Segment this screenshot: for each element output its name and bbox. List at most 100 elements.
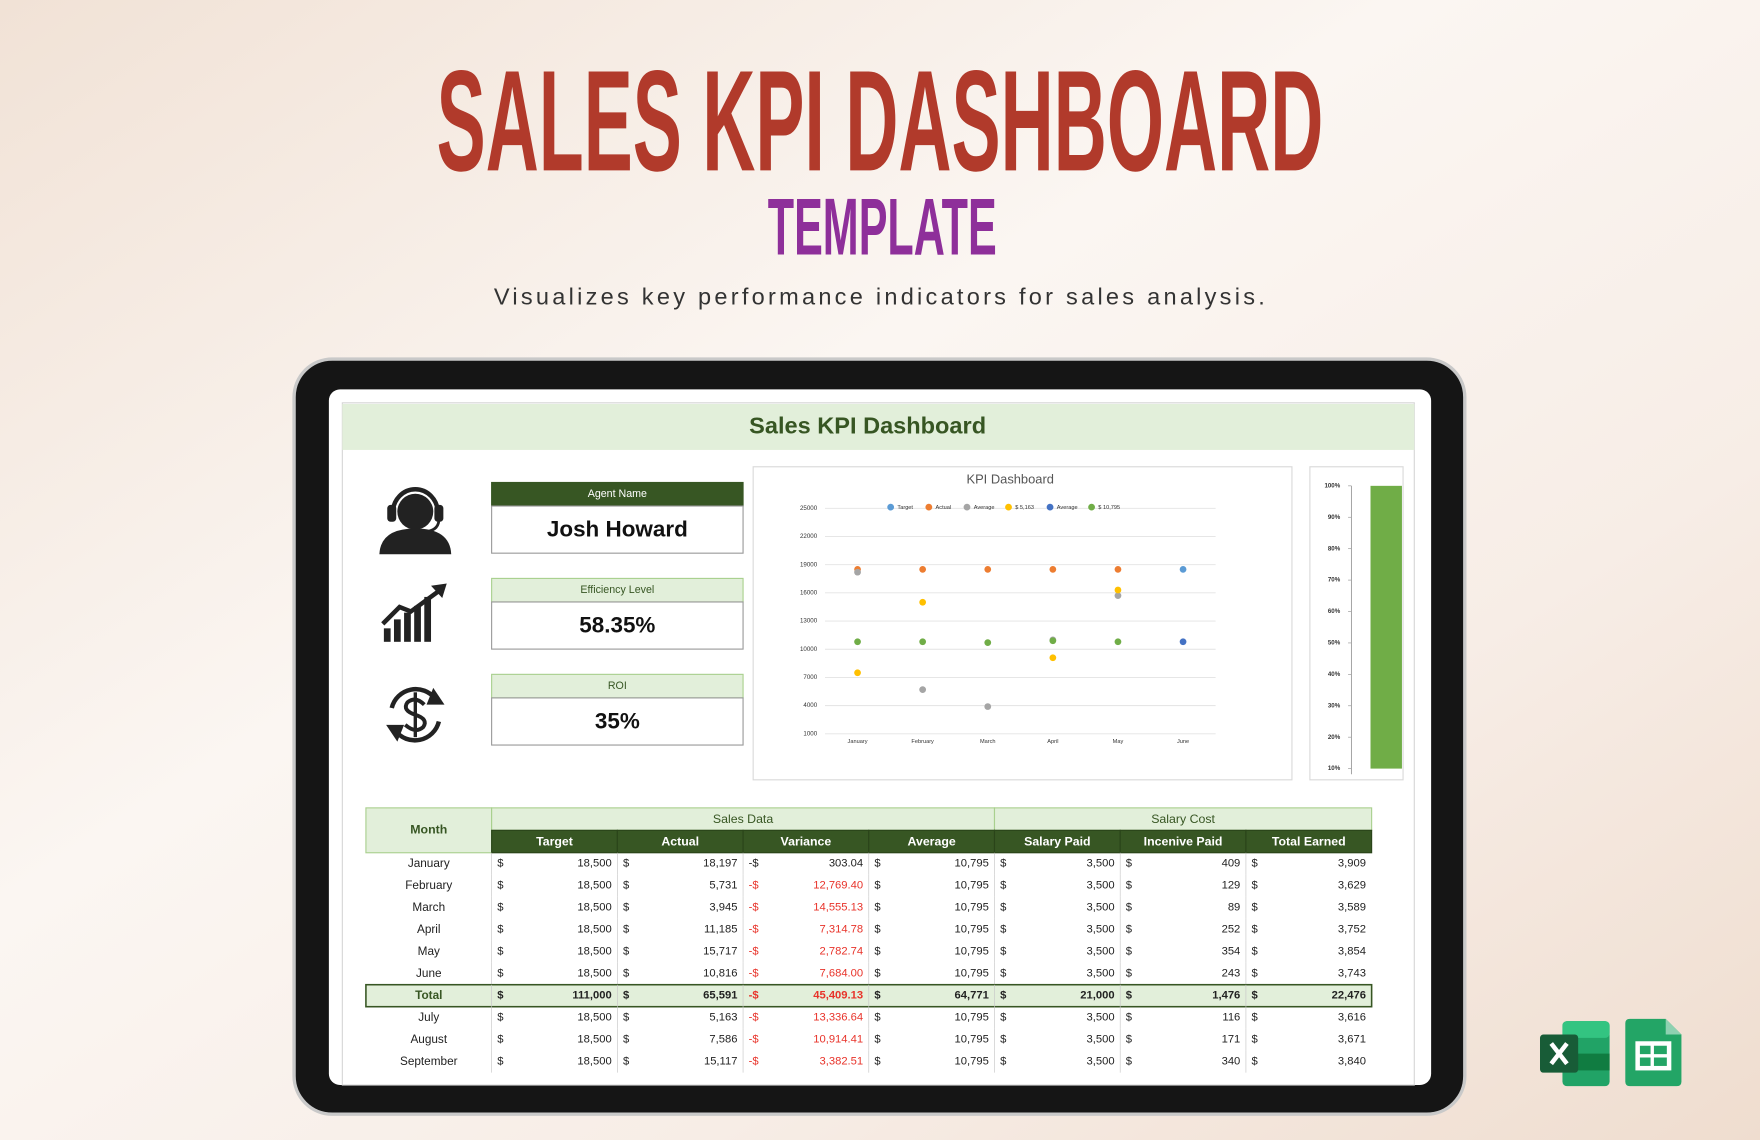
value-cell: 243 <box>1222 968 1241 980</box>
y-tick-label: 70% <box>1328 577 1341 584</box>
value-cell: 18,500 <box>577 1056 611 1068</box>
value-cell: 65,591 <box>703 990 737 1002</box>
value-cell: 3,500 <box>1087 946 1115 958</box>
value-cell: 171 <box>1222 1034 1241 1046</box>
dashboard-header <box>342 403 1415 450</box>
card-value-bg <box>491 505 744 554</box>
currency-cell: $ <box>1252 880 1259 892</box>
y-tick-label: 25000 <box>800 505 818 512</box>
month-cell: March <box>412 901 445 914</box>
currency-cell: $ <box>1000 902 1007 914</box>
legend-swatch <box>925 503 933 511</box>
currency-cell: $ <box>497 858 504 870</box>
legend-label: Actual <box>936 505 952 511</box>
value-cell: 10,795 <box>955 880 989 892</box>
y-tick-label: 90% <box>1328 514 1341 521</box>
value-cell: 10,795 <box>955 946 989 958</box>
value-cell: 2,782.74 <box>819 946 863 958</box>
currency-cell: $ <box>497 1012 504 1024</box>
value-cell: 5,163 <box>709 1012 737 1024</box>
value-cell: 18,500 <box>577 1012 611 1024</box>
x-tick-label: April <box>1047 739 1058 745</box>
currency-cell: -$ <box>749 946 760 958</box>
currency-cell: $ <box>874 1034 881 1046</box>
value-cell: 3,500 <box>1087 1034 1115 1046</box>
card-value-bg <box>491 601 744 650</box>
value-cell: 1,476 <box>1212 990 1240 1002</box>
value-cell: 3,382.51 <box>819 1056 863 1068</box>
growth-icon <box>381 583 447 642</box>
y-tick-label: 7000 <box>803 674 817 681</box>
data-point <box>1049 654 1057 662</box>
value-cell: 10,795 <box>955 968 989 980</box>
value-cell: 10,795 <box>955 1056 989 1068</box>
legend-label: Target <box>897 505 913 511</box>
currency-cell: $ <box>1000 880 1007 892</box>
currency-cell: $ <box>874 902 881 914</box>
data-point <box>984 703 992 710</box>
currency-cell: $ <box>874 880 881 892</box>
value-cell: 111,000 <box>572 990 611 1002</box>
currency-cell: $ <box>623 968 630 980</box>
value-cell: 340 <box>1222 1056 1241 1068</box>
currency-cell: $ <box>1126 968 1133 980</box>
y-tick-label: 22000 <box>800 533 818 540</box>
value-cell: 10,795 <box>955 1034 989 1046</box>
value-cell: 10,816 <box>703 968 737 980</box>
value-cell: 89 <box>1228 902 1240 914</box>
currency-cell: $ <box>497 902 504 914</box>
value-cell: 10,795 <box>955 924 989 936</box>
value-cell: 45,409.13 <box>813 990 863 1002</box>
value-cell: 21,000 <box>1080 990 1114 1002</box>
value-cell: 3,500 <box>1087 1012 1115 1024</box>
value-cell: 3,752 <box>1338 924 1366 936</box>
value-cell: 3,500 <box>1087 924 1115 936</box>
month-header-bg <box>365 807 493 854</box>
currency-cell: $ <box>1252 924 1259 936</box>
chart-title: KPI Dashboard <box>966 472 1053 487</box>
x-tick-label: May <box>1113 739 1124 745</box>
data-point <box>1049 566 1057 573</box>
y-tick-label: 13000 <box>800 618 818 625</box>
currency-cell: $ <box>874 924 881 936</box>
value-cell: 11,185 <box>704 924 737 936</box>
value-cell: 7,586 <box>709 1034 737 1046</box>
currency-cell: $ <box>1126 858 1133 870</box>
data-point <box>1179 566 1187 573</box>
currency-cell: $ <box>623 1012 630 1024</box>
currency-cell: -$ <box>749 858 760 870</box>
currency-cell: $ <box>497 1056 504 1068</box>
value-cell: 3,500 <box>1087 902 1115 914</box>
value-cell: 10,795 <box>955 858 989 870</box>
y-tick-label: 10% <box>1328 765 1341 772</box>
value-cell: 409 <box>1222 858 1241 870</box>
value-cell: 3,671 <box>1338 1034 1366 1046</box>
value-cell: 5,731 <box>709 880 737 892</box>
value-cell: 18,500 <box>577 902 611 914</box>
currency-cell: -$ <box>749 968 760 980</box>
currency-cell: $ <box>1000 1056 1007 1068</box>
card-label: Efficiency Level <box>580 584 654 596</box>
data-point <box>1114 586 1122 594</box>
value-cell: 354 <box>1222 946 1241 958</box>
value-cell: 18,500 <box>577 924 611 936</box>
bar <box>1370 485 1402 769</box>
value-cell: 3,854 <box>1338 946 1366 958</box>
legend-swatch <box>1046 503 1054 511</box>
currency-cell: $ <box>874 1056 881 1068</box>
value-cell: 3,909 <box>1338 858 1366 870</box>
agent-icon <box>379 487 452 555</box>
data-point <box>1049 637 1057 645</box>
month-header: Month <box>410 823 447 837</box>
legend-label: Average <box>1057 505 1078 511</box>
currency-cell: $ <box>1126 946 1133 958</box>
legend-swatch <box>1088 503 1095 511</box>
data-point <box>984 639 992 647</box>
month-cell: January <box>408 857 450 870</box>
currency-cell: $ <box>623 858 630 870</box>
value-cell: 303.04 <box>829 858 863 870</box>
value-cell: 18,500 <box>577 858 611 870</box>
value-cell: 18,500 <box>577 1034 611 1046</box>
data-point <box>1114 638 1122 646</box>
column-header: Variance <box>781 834 832 848</box>
